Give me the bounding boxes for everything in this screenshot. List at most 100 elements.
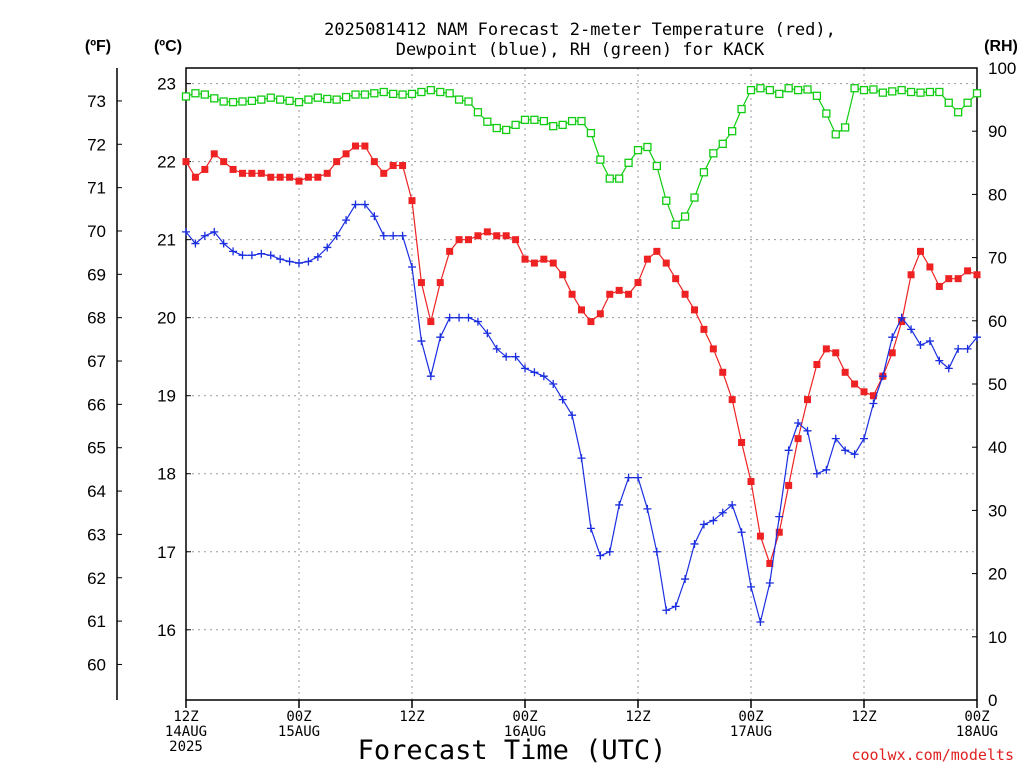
rh-point	[850, 84, 859, 93]
dewpoint-point	[586, 524, 595, 533]
rh-point	[567, 116, 577, 126]
dewpoint-point	[398, 231, 407, 240]
rh-point	[586, 128, 596, 138]
temperature-point	[945, 275, 953, 283]
rh-tick-label: 50	[988, 375, 1007, 394]
dewpoint-point	[276, 255, 285, 264]
fahrenheit-tick-label: 64	[87, 482, 106, 501]
temperature-point	[804, 396, 811, 404]
dewpoint-point	[954, 344, 963, 353]
rh-point	[897, 85, 906, 95]
temperature-point	[436, 279, 444, 287]
temperature-point	[907, 271, 915, 279]
rh-point	[304, 95, 313, 104]
x-tick-label: 00Z	[286, 709, 311, 725]
dewpoint-point	[888, 333, 897, 342]
dewpoint-point	[699, 520, 708, 529]
rh-tick-label: 20	[988, 565, 1007, 584]
rh-point	[859, 85, 869, 95]
temperature-point	[408, 197, 416, 205]
rh-point	[191, 89, 200, 98]
x-tick-label: 12Z	[173, 709, 198, 725]
temperature-point	[483, 228, 491, 236]
rh-tick-label: 30	[988, 501, 1007, 520]
temperature-point	[728, 396, 736, 404]
rh-point	[680, 212, 690, 221]
rh-point	[746, 85, 756, 95]
temperature-point	[822, 345, 830, 353]
dewpoint-point	[662, 606, 671, 615]
dewpoint-point	[200, 231, 209, 240]
dewpoint-point	[963, 344, 972, 353]
rh-point	[473, 108, 483, 117]
dewpoint-point	[521, 364, 529, 373]
dewpoint-point	[342, 216, 351, 225]
rh-point	[549, 121, 558, 131]
dewpoint-point	[210, 227, 219, 236]
x-tick-label: 00Z	[738, 709, 763, 725]
dewpoint-point	[907, 325, 916, 334]
dewpoint-point	[935, 356, 944, 365]
rh-line	[185, 87, 978, 226]
temperature-point	[559, 271, 567, 279]
rh-point	[228, 97, 238, 107]
dewpoint-point	[323, 243, 332, 252]
dewpoint-point	[690, 539, 699, 548]
rh-point	[370, 89, 379, 98]
dewpoint-point	[860, 434, 868, 443]
rh-tick-label: 70	[988, 249, 1007, 268]
dewpoint-point	[473, 317, 482, 326]
celsius-tick-label: 16	[157, 621, 176, 640]
rh-point	[238, 97, 247, 106]
dewpoint-point	[182, 227, 190, 236]
temperature-point	[643, 255, 651, 263]
temperature-point	[775, 528, 783, 536]
temperature-point	[625, 290, 633, 298]
temperature-point	[210, 150, 218, 158]
temperature-point	[926, 263, 934, 271]
rh-point	[954, 108, 963, 117]
dewpoint-point	[464, 313, 473, 322]
rh-tick-label: 80	[988, 185, 1007, 204]
temperature-point	[446, 247, 454, 255]
temperature-point	[964, 267, 972, 275]
title-line-2: Dewpoint (blue), RH (green) for KACK	[396, 40, 765, 60]
temperature-point	[634, 279, 642, 287]
rh-unit-label: (RH)	[984, 38, 1018, 55]
temperature-point	[794, 435, 802, 443]
dewpoint-point	[718, 508, 727, 517]
rh-point	[615, 174, 624, 183]
temperature-point	[465, 236, 472, 244]
fahrenheit-tick-label: 66	[87, 395, 106, 414]
temperature-point	[493, 232, 501, 240]
rh-point	[398, 90, 407, 99]
temperature-point	[747, 478, 755, 486]
fahrenheit-tick-label: 73	[87, 92, 106, 111]
dewpoint-point	[229, 247, 238, 256]
rh-point	[944, 98, 953, 107]
dewpoint-point	[483, 329, 492, 338]
dewpoint-point	[530, 368, 539, 377]
dewpoint-point	[577, 454, 586, 463]
temperature-point	[841, 368, 849, 376]
fahrenheit-unit-label: (ºF)	[85, 38, 111, 55]
dewpoint-point	[502, 352, 511, 361]
rh-point	[662, 196, 671, 205]
rh-point	[426, 85, 435, 95]
fahrenheit-tick-label: 63	[87, 525, 106, 544]
temperature-point	[700, 325, 708, 333]
rh-point	[454, 95, 464, 104]
rh-point	[718, 139, 727, 148]
x-tick-label: 12Z	[851, 709, 876, 725]
chart-title: 2025081412 NAM Forecast 2-meter Temperat…	[324, 20, 836, 60]
rh-point	[436, 87, 445, 97]
rh-point	[210, 94, 219, 103]
temperature-point	[267, 173, 275, 181]
dewpoint-line	[185, 203, 978, 623]
temperature-point	[530, 259, 538, 267]
dewpoint-point	[558, 395, 567, 404]
rh-point	[360, 90, 370, 99]
series-layer	[181, 84, 982, 626]
rh-point	[963, 98, 972, 107]
